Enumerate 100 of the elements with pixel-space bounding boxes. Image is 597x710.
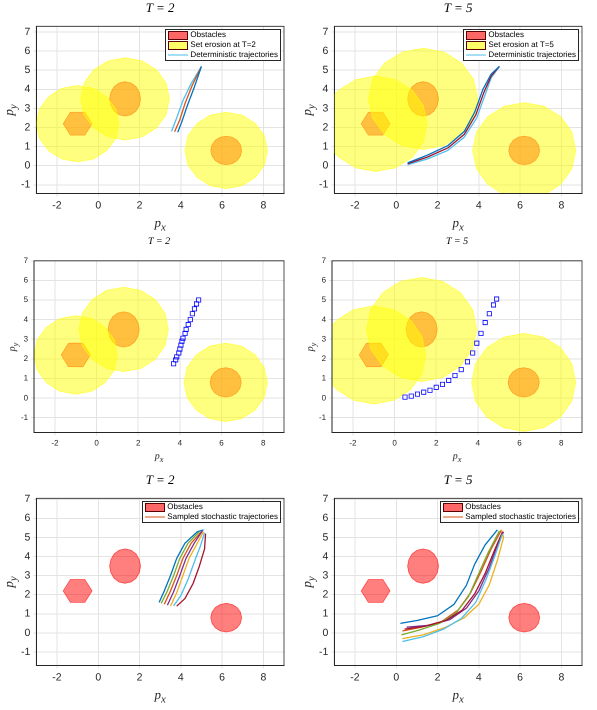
legend-label: Set erosion at T=2 bbox=[190, 40, 256, 50]
x-tick-label: 0 bbox=[95, 672, 102, 684]
y-tick-label: 5 bbox=[322, 295, 327, 304]
x-tick-label: 0 bbox=[95, 200, 102, 212]
point bbox=[402, 394, 408, 400]
point bbox=[182, 330, 188, 336]
x-tick-label: 8 bbox=[558, 672, 564, 684]
legend-label: Deterministic trajectories bbox=[488, 50, 576, 60]
y-tick-label: 6 bbox=[322, 512, 328, 524]
x-tick-label: 8 bbox=[558, 200, 564, 212]
y-tick-label: 3 bbox=[322, 334, 327, 344]
point bbox=[186, 322, 191, 328]
point bbox=[446, 378, 452, 383]
point bbox=[180, 336, 186, 341]
y-tick-label: 1 bbox=[322, 140, 328, 153]
legend-label: Obstacles bbox=[465, 502, 501, 512]
x-tick-label: 6 bbox=[517, 672, 524, 684]
y-tick-label: 3 bbox=[24, 570, 30, 582]
y-tick-label: -1 bbox=[318, 412, 327, 422]
x-tick-label: 8 bbox=[260, 200, 266, 212]
y-tick-label: 4 bbox=[24, 83, 30, 96]
point bbox=[452, 373, 458, 378]
point bbox=[178, 342, 184, 348]
x-tick-label: 8 bbox=[260, 672, 266, 684]
point bbox=[478, 330, 484, 336]
x-tick-label: 4 bbox=[476, 200, 482, 212]
legend-label: Sampled stochastic trajectories bbox=[167, 512, 278, 522]
x-tick-label: -2 bbox=[52, 672, 62, 684]
y-tick-label: 4 bbox=[24, 550, 30, 562]
point bbox=[440, 382, 445, 387]
point bbox=[192, 306, 197, 312]
y-tick-label: 3 bbox=[322, 570, 328, 582]
point bbox=[190, 311, 195, 316]
x-tick-label: -2 bbox=[52, 200, 62, 212]
point bbox=[177, 346, 182, 352]
point bbox=[179, 338, 184, 344]
x-tick-label: 6 bbox=[517, 200, 524, 212]
x-tick-label: -2 bbox=[350, 200, 360, 212]
point bbox=[196, 298, 202, 303]
legend-label: Set erosion at T=5 bbox=[488, 40, 554, 50]
y-tick-label: 0 bbox=[322, 160, 328, 172]
y-tick-label: 0 bbox=[24, 393, 29, 402]
chart-title: T = 2 bbox=[144, 0, 176, 16]
y-tick-label: 1 bbox=[24, 140, 30, 153]
point bbox=[173, 357, 178, 362]
point bbox=[458, 367, 464, 372]
x-tick-label: 6 bbox=[517, 438, 522, 448]
x-tick-label: 6 bbox=[219, 200, 226, 212]
point bbox=[414, 392, 420, 397]
y-tick-label: 1 bbox=[24, 608, 30, 620]
y-tick-label: 2 bbox=[322, 121, 328, 134]
x-tick-label: 2 bbox=[434, 438, 440, 448]
point bbox=[176, 350, 182, 356]
x-tick-label: 4 bbox=[476, 672, 482, 684]
point bbox=[474, 340, 480, 346]
y-tick-label: 2 bbox=[322, 588, 328, 601]
x-tick-label: 0 bbox=[393, 200, 400, 212]
x-tick-label: 6 bbox=[219, 438, 224, 448]
x-tick-label: 4 bbox=[178, 672, 184, 684]
y-tick-label: 7 bbox=[322, 493, 328, 506]
x-tick-label: 0 bbox=[392, 438, 398, 448]
chart-title: T = 5 bbox=[444, 236, 470, 247]
point bbox=[434, 384, 439, 390]
y-tick-label: -1 bbox=[318, 646, 328, 658]
point bbox=[194, 301, 200, 306]
x-tick-label: 2 bbox=[136, 438, 142, 448]
x-tick-label: 8 bbox=[558, 438, 564, 448]
x-tick-label: 4 bbox=[178, 438, 183, 448]
y-tick-label: 7 bbox=[24, 256, 29, 266]
point bbox=[408, 394, 414, 399]
x-tick-label: 0 bbox=[393, 672, 400, 684]
point bbox=[427, 388, 433, 393]
y-tick-label: 2 bbox=[24, 121, 30, 134]
chart-title: T = 2 bbox=[146, 236, 172, 247]
point bbox=[188, 317, 193, 322]
y-tick-label: 7 bbox=[322, 26, 328, 38]
point bbox=[171, 361, 176, 366]
point bbox=[470, 350, 476, 356]
x-tick-label: 2 bbox=[434, 672, 441, 684]
y-tick-label: 5 bbox=[322, 64, 328, 76]
x-tick-label: 6 bbox=[219, 672, 226, 684]
point bbox=[184, 326, 189, 332]
y-tick-label: 1 bbox=[322, 374, 327, 383]
point bbox=[421, 390, 426, 395]
x-axis-title: p$_{x}$ bbox=[450, 215, 465, 234]
y-tick-label: -1 bbox=[20, 178, 30, 191]
x-axis-title: p$_{x}$ bbox=[451, 451, 462, 464]
y-tick-label: 3 bbox=[322, 102, 328, 114]
x-tick-label: -2 bbox=[349, 438, 358, 448]
point bbox=[174, 354, 180, 360]
y-tick-label: 0 bbox=[24, 160, 30, 172]
y-tick-label: 5 bbox=[24, 295, 29, 304]
y-tick-label: 2 bbox=[24, 588, 30, 601]
y-tick-label: 2 bbox=[24, 354, 29, 364]
x-axis-title: p$_{x}$ bbox=[152, 687, 167, 706]
y-tick-label: -1 bbox=[20, 646, 30, 658]
y-tick-label: 4 bbox=[322, 83, 328, 96]
x-tick-label: -2 bbox=[51, 438, 60, 448]
y-tick-label: 2 bbox=[322, 354, 327, 364]
y-tick-label: -1 bbox=[318, 178, 328, 191]
